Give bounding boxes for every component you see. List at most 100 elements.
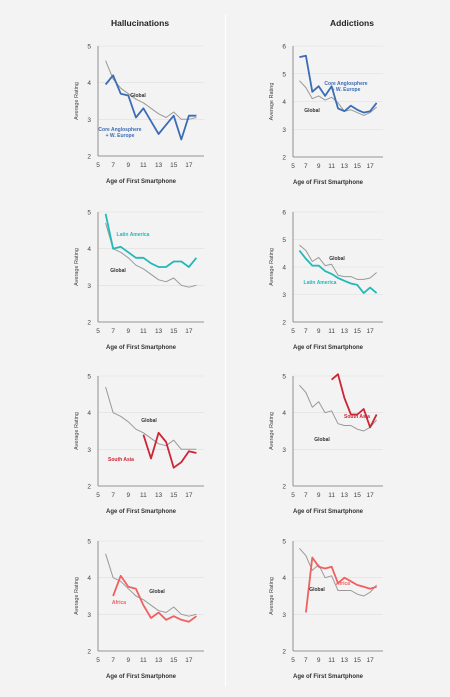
x-tick-label: 15 [170, 328, 178, 335]
y-tick-label: 4 [87, 575, 91, 582]
x-tick-label: 5 [96, 162, 100, 169]
y-axis-label: Average Rating [74, 248, 80, 286]
global-series-line [105, 222, 197, 288]
y-tick-label: 2 [87, 154, 91, 161]
x-tick-label: 9 [126, 657, 130, 664]
x-axis-label: Age of First Smartphone [106, 179, 177, 185]
x-tick-label: 9 [126, 492, 130, 499]
y-tick-label: 5 [282, 374, 286, 381]
region-series-line [104, 74, 197, 141]
y-tick-label: 4 [87, 246, 91, 253]
x-tick-label: 15 [354, 163, 362, 170]
region-series-label: Latin America [304, 280, 337, 286]
x-tick-label: 9 [317, 328, 321, 335]
global-series-label: Global [110, 268, 126, 274]
y-tick-label: 3 [87, 447, 91, 454]
global-series-label: Global [141, 418, 157, 424]
chart-panel-hallucinations-latin-america: 2 3 4 5 5 7 9 11 13 15 17 Age of First Smartphone Av… [74, 210, 204, 351]
region-series-line [112, 574, 197, 623]
x-tick-label: 17 [367, 492, 375, 499]
y-tick-label: 3 [282, 127, 286, 134]
global-series-line [299, 244, 377, 280]
y-axis-label: Average Rating [74, 412, 80, 450]
y-tick-label: 3 [282, 447, 286, 454]
region-series-label: South Asia [344, 414, 370, 420]
y-tick-label: 3 [282, 612, 286, 619]
x-tick-label: 5 [96, 657, 100, 664]
y-tick-label: 5 [87, 374, 91, 381]
global-series-label: Global [130, 93, 146, 99]
x-tick-label: 9 [126, 328, 130, 335]
x-tick-label: 7 [111, 492, 115, 499]
column-title-addictions: Addictions [330, 18, 374, 28]
global-series-line [105, 386, 197, 450]
x-tick-label: 15 [170, 162, 178, 169]
y-tick-label: 4 [282, 575, 286, 582]
column-divider [225, 14, 226, 686]
global-series-line [105, 60, 197, 120]
x-tick-label: 17 [185, 328, 193, 335]
x-axis-label: Age of First Smartphone [293, 180, 364, 186]
y-tick-label: 4 [87, 80, 91, 87]
y-tick-label: 2 [282, 649, 286, 656]
region-series-line [331, 373, 378, 429]
y-tick-label: 5 [87, 539, 91, 546]
x-tick-label: 7 [111, 328, 115, 335]
x-tick-label: 17 [185, 492, 193, 499]
global-series-label: Global [309, 587, 325, 593]
chart-panel-addictions-africa: 2 3 4 5 5 7 9 11 13 15 17 Age of First Smartphone Av… [269, 539, 383, 680]
y-tick-label: 4 [282, 265, 286, 272]
chart-panel-addictions-south-asia: 2 3 4 5 5 7 9 11 13 15 17 Age of First Smartphone Av… [269, 373, 383, 515]
global-series-line [299, 80, 377, 116]
x-tick-label: 15 [354, 657, 362, 664]
x-axis-label: Age of First Smartphone [293, 345, 364, 351]
x-tick-label: 7 [304, 163, 308, 170]
y-tick-label: 4 [282, 410, 286, 417]
x-tick-label: 5 [291, 328, 295, 335]
global-series-label: Global [304, 108, 320, 114]
x-tick-label: 9 [317, 163, 321, 170]
x-tick-label: 13 [155, 492, 163, 499]
x-tick-label: 11 [140, 657, 147, 664]
region-series-label: Latin America [117, 232, 150, 238]
y-tick-label: 2 [87, 320, 91, 327]
x-tick-label: 7 [111, 162, 115, 169]
x-tick-label: 11 [328, 657, 335, 664]
x-tick-label: 11 [328, 328, 335, 335]
chart-panel-addictions-core-anglosphere: 2 3 4 5 6 5 7 9 11 13 15 17 Age of First Smartphone A… [269, 44, 383, 186]
y-tick-label: 2 [87, 649, 91, 656]
y-axis-label: Average Rating [269, 412, 275, 450]
x-axis-label: Age of First Smartphone [293, 674, 364, 680]
x-tick-label: 5 [96, 328, 100, 335]
global-series-line [299, 384, 377, 432]
x-tick-label: 13 [341, 328, 349, 335]
region-series-label: Core Anglosphere [98, 127, 141, 133]
x-tick-label: 15 [170, 492, 178, 499]
y-tick-label: 3 [87, 283, 91, 290]
x-tick-label: 13 [341, 492, 349, 499]
y-axis-label: Average Rating [74, 82, 80, 120]
y-axis-label: Average Rating [269, 83, 275, 121]
y-tick-label: 6 [282, 44, 286, 51]
chart-panel-addictions-latin-america: 2 3 4 5 6 5 7 9 11 13 15 17 Age of First Smartphone A… [269, 210, 383, 351]
x-tick-label: 17 [185, 657, 193, 664]
region-series-label: Core Anglosphere [324, 81, 367, 87]
region-series-label: + W. Europe [106, 133, 135, 139]
x-tick-label: 5 [291, 163, 295, 170]
region-series-label: Africa [336, 581, 350, 587]
x-axis-label: Age of First Smartphone [106, 674, 177, 680]
region-series-line [142, 431, 197, 469]
y-tick-label: 2 [282, 484, 286, 491]
x-tick-label: 11 [140, 492, 147, 499]
x-tick-label: 11 [328, 163, 335, 170]
x-tick-label: 13 [341, 657, 349, 664]
x-tick-label: 17 [367, 163, 375, 170]
x-tick-label: 13 [155, 657, 163, 664]
y-tick-label: 2 [282, 320, 286, 327]
y-tick-label: 3 [87, 612, 91, 619]
region-series-label: Africa [112, 600, 126, 606]
region-series-line [298, 249, 378, 295]
x-tick-label: 17 [185, 162, 193, 169]
global-series-label: Global [314, 437, 330, 443]
